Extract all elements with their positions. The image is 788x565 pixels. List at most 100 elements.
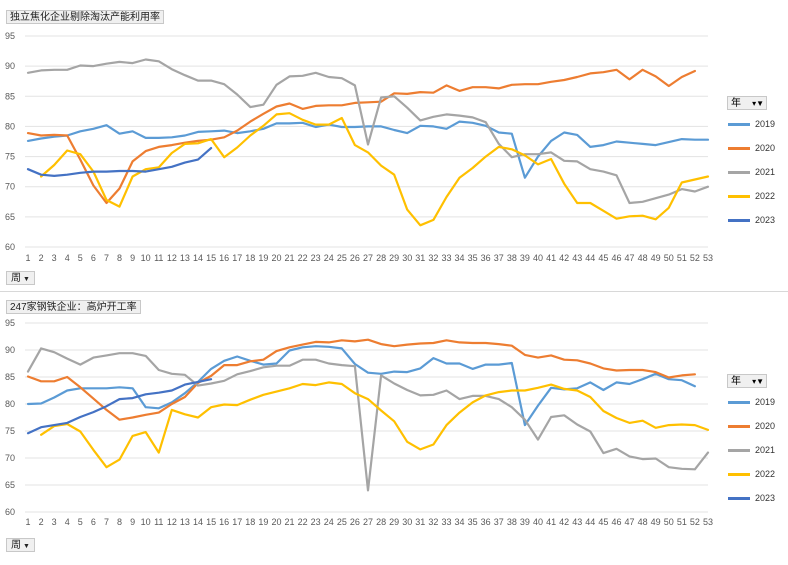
x-tick-label: 14	[193, 253, 203, 263]
x-tick-label: 22	[298, 253, 308, 263]
x-tick-label: 53	[703, 253, 713, 263]
x-tick-label: 10	[141, 517, 151, 527]
x-tick-label: 41	[546, 253, 556, 263]
x-tick-label: 15	[206, 253, 216, 263]
x-tick-label: 53	[703, 517, 713, 527]
x-tick-label: 4	[65, 253, 70, 263]
y-tick-label: 85	[5, 372, 15, 382]
legend-field-button[interactable]: 年 ▾▼	[727, 374, 767, 388]
x-tick-label: 30	[402, 517, 412, 527]
x-tick-label: 38	[507, 517, 517, 527]
x-tick-label: 50	[664, 253, 674, 263]
series-line-2021	[26, 347, 710, 492]
legend-field-button[interactable]: 年 ▾▼	[727, 96, 767, 110]
dropdown-arrow-icon: ▼	[23, 276, 30, 283]
x-tick-label: 11	[154, 517, 163, 527]
x-tick-label: 52	[690, 253, 700, 263]
x-tick-label: 25	[337, 253, 347, 263]
x-tick-label: 37	[494, 253, 504, 263]
x-tick-label: 43	[572, 253, 582, 263]
x-tick-label: 9	[130, 517, 135, 527]
x-tick-label: 51	[677, 517, 687, 527]
legend-item-2019: 2019	[728, 118, 775, 130]
legend-label: 2023	[755, 215, 776, 225]
x-tick-label: 31	[415, 253, 425, 263]
y-tick-label: 75	[5, 426, 15, 436]
x-tick-label: 40	[533, 253, 543, 263]
x-tick-label: 48	[638, 253, 648, 263]
x-tick-label: 45	[598, 253, 608, 263]
x-tick-label: 7	[104, 253, 109, 263]
x-tick-label: 7	[104, 517, 109, 527]
x-tick-label: 27	[363, 517, 373, 527]
x-tick-label: 4	[65, 517, 70, 527]
x-tick-label: 18	[245, 253, 255, 263]
series-line-2019	[26, 120, 710, 179]
x-tick-label: 21	[285, 517, 295, 527]
x-tick-label: 50	[664, 517, 674, 527]
y-tick-label: 95	[5, 318, 15, 328]
x-tick-label: 3	[52, 253, 57, 263]
x-tick-label: 28	[376, 253, 386, 263]
x-tick-label: 8	[117, 517, 122, 527]
x-tick-label: 14	[193, 517, 203, 527]
x-tick-label: 13	[180, 253, 190, 263]
x-tick-label: 47	[625, 517, 635, 527]
legend-title: 年	[731, 376, 741, 387]
x-tick-label: 49	[651, 517, 661, 527]
x-tick-label: 20	[271, 253, 281, 263]
series-line-2023	[26, 378, 213, 435]
x-tick-label: 10	[141, 253, 151, 263]
filter-icon: ▾▼	[752, 99, 764, 108]
legend-label: 2020	[755, 421, 776, 431]
x-field-label: 周	[11, 540, 21, 551]
x-tick-label: 49	[651, 253, 661, 263]
x-tick-label: 42	[559, 253, 569, 263]
x-tick-label: 34	[455, 517, 465, 527]
x-tick-label: 8	[117, 253, 122, 263]
legend-label: 2022	[755, 469, 776, 479]
x-tick-label: 39	[520, 253, 530, 263]
y-tick-label: 70	[5, 453, 15, 463]
x-tick-label: 5	[78, 253, 83, 263]
x-tick-label: 5	[78, 517, 83, 527]
x-tick-label: 42	[559, 517, 569, 527]
x-tick-label: 12	[167, 517, 177, 527]
x-tick-label: 18	[245, 517, 255, 527]
y-tick-label: 65	[5, 480, 15, 490]
x-tick-label: 1	[25, 517, 30, 527]
x-tick-label: 12	[167, 253, 177, 263]
x-tick-label: 39	[520, 517, 530, 527]
x-tick-label: 3	[52, 517, 57, 527]
x-tick-label: 35	[468, 517, 478, 527]
x-tick-label: 22	[298, 517, 308, 527]
x-tick-label: 26	[350, 253, 360, 263]
legend-swatch	[728, 449, 750, 453]
x-tick-label: 34	[455, 253, 465, 263]
x-tick-label: 28	[376, 517, 386, 527]
legend-swatch	[728, 473, 750, 477]
x-field-button[interactable]: 周 ▼	[6, 538, 35, 552]
series-line-2021	[26, 58, 710, 205]
dropdown-arrow-icon: ▼	[23, 543, 30, 550]
y-tick-label: 75	[5, 152, 15, 162]
x-field-button[interactable]: 周 ▼	[6, 271, 35, 285]
x-tick-label: 16	[219, 517, 229, 527]
series-line-2020	[26, 68, 696, 205]
y-tick-label: 95	[5, 31, 15, 41]
y-tick-label: 80	[5, 399, 15, 409]
x-tick-label: 2	[39, 517, 44, 527]
legend-item-2023: 2023	[728, 492, 775, 504]
x-tick-label: 13	[180, 517, 190, 527]
x-tick-label: 52	[690, 517, 700, 527]
legend-swatch	[728, 219, 750, 223]
x-tick-label: 33	[441, 517, 451, 527]
x-tick-label: 11	[154, 253, 163, 263]
x-tick-label: 31	[415, 517, 425, 527]
y-tick-label: 85	[5, 91, 15, 101]
legend-label: 2020	[755, 143, 776, 153]
x-tick-label: 36	[481, 517, 491, 527]
legend-item-2020: 2020	[728, 142, 775, 154]
y-tick-label: 90	[5, 345, 15, 355]
filter-icon: ▾▼	[752, 377, 764, 386]
